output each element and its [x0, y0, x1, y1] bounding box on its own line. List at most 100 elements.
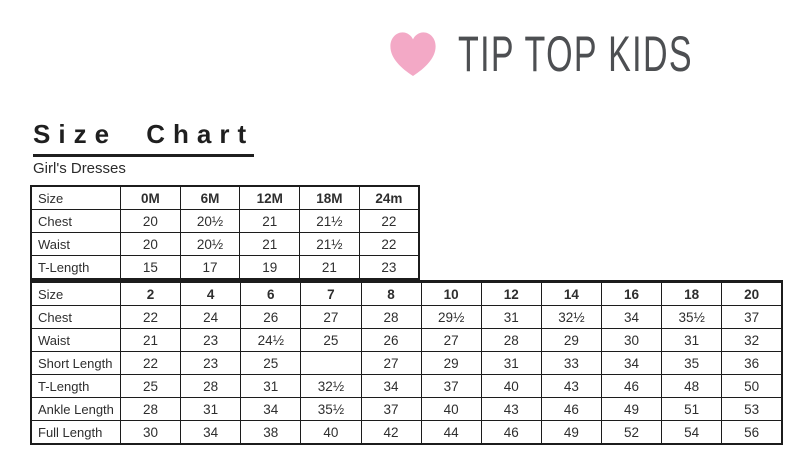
size-column-header: 6M	[179, 185, 241, 210]
table-row: Waist 20 20½ 21 21½ 22	[30, 232, 420, 256]
measurement-cell: 21	[239, 232, 301, 256]
measurement-row-label: Chest	[30, 305, 121, 329]
measurement-cell: 38	[240, 420, 302, 445]
measurement-cell: 34	[600, 351, 663, 375]
measurement-row-label: T-Length	[30, 255, 121, 280]
measurement-cell: 30	[119, 420, 182, 445]
measurement-row-label: T-Length	[30, 374, 121, 398]
measurement-cell: 43	[540, 374, 603, 398]
measurement-cell: 27	[360, 351, 422, 375]
measurement-cell: 22	[119, 305, 182, 329]
table-caption: Girl's Dresses	[33, 160, 126, 177]
size-column-header: 14	[540, 281, 603, 306]
measurement-cell: 40	[300, 420, 362, 445]
measurement-cell: 34	[240, 397, 302, 421]
measurement-cell: 31	[480, 305, 542, 329]
size-header-row: Size 0M 6M 12M 18M 24m	[30, 185, 420, 210]
measurement-cell: 49	[540, 420, 603, 445]
baby-size-table: Size 0M 6M 12M 18M 24m Chest 20 20½ 21 21½ 22 Waist 2…	[30, 185, 420, 280]
measurement-row-label: Ankle Length	[30, 397, 121, 421]
measurement-cell: 28	[480, 328, 542, 352]
measurement-cell: 28	[180, 374, 242, 398]
measurement-cell: 56	[721, 420, 783, 445]
measurement-cell: 40	[420, 397, 482, 421]
measurement-cell: 50	[721, 374, 783, 398]
measurement-cell: 37	[420, 374, 482, 398]
measurement-cell: 20½	[179, 232, 241, 256]
measurement-cell: 46	[480, 420, 542, 445]
measurement-cell: 34	[360, 374, 422, 398]
measurement-cell: 23	[180, 328, 242, 352]
measurement-cell	[300, 351, 362, 375]
size-column-header: 4	[180, 281, 242, 306]
measurement-cell: 25	[240, 351, 302, 375]
measurement-cell: 24½	[240, 328, 302, 352]
measurement-row-label: Short Length	[30, 351, 121, 375]
measurement-cell: 44	[420, 420, 482, 445]
measurement-cell: 20	[120, 232, 181, 256]
size-column-header: 8	[360, 281, 422, 306]
measurement-cell: 31	[180, 397, 242, 421]
size-header-row: Size 2 4 6 7 8 10 12 14 16 18 20	[30, 281, 783, 306]
table-row: T-Length 25 28 31 32½ 34 37 40 43 46 48 50	[30, 374, 783, 398]
measurement-cell: 22	[358, 209, 420, 233]
size-column-header: 12M	[239, 185, 301, 210]
measurement-cell: 27	[300, 305, 362, 329]
size-column-header: 20	[721, 281, 783, 306]
measurement-cell: 34	[600, 305, 663, 329]
measurement-cell: 26	[360, 328, 422, 352]
measurement-cell: 28	[119, 397, 182, 421]
measurement-cell: 25	[300, 328, 362, 352]
measurement-cell: 48	[661, 374, 723, 398]
measurement-cell: 33	[540, 351, 603, 375]
measurement-cell: 29½	[420, 305, 482, 329]
measurement-row-label: Full Length	[30, 420, 121, 445]
measurement-cell: 21½	[299, 232, 360, 256]
measurement-cell: 28	[360, 305, 422, 329]
table-row: Full Length 30 34 38 40 42 44 46 49 52 54 56	[30, 420, 783, 445]
measurement-cell: 17	[179, 255, 241, 280]
measurement-cell: 21	[119, 328, 182, 352]
size-column-header: 2	[119, 281, 182, 306]
measurement-cell: 19	[239, 255, 301, 280]
brand-name: TIP TOP KIDS	[458, 26, 693, 82]
measurement-cell: 22	[358, 232, 420, 256]
measurement-cell: 21	[299, 255, 360, 280]
page-title: Size Chart	[33, 119, 255, 157]
measurement-cell: 29	[420, 351, 482, 375]
heart-icon	[390, 32, 436, 76]
size-column-header: 12	[480, 281, 542, 306]
size-column-header: 6	[240, 281, 302, 306]
measurement-cell: 52	[600, 420, 663, 445]
size-column-header: 7	[300, 281, 362, 306]
measurement-row-label: Waist	[30, 328, 121, 352]
measurement-cell: 21½	[299, 209, 360, 233]
measurement-row-label: Chest	[30, 209, 121, 233]
measurement-cell: 36	[721, 351, 783, 375]
brand-logo: TIP TOP KIDS	[386, 26, 789, 82]
size-column-header: 0M	[120, 185, 181, 210]
table-row: Chest 22 24 26 27 28 29½ 31 32½ 34 35½ 37	[30, 305, 783, 329]
measurement-cell: 30	[600, 328, 663, 352]
measurement-cell: 46	[600, 374, 663, 398]
table-row: Chest 20 20½ 21 21½ 22	[30, 209, 420, 233]
measurement-cell: 42	[360, 420, 422, 445]
measurement-cell: 20	[120, 209, 181, 233]
measurement-cell: 31	[661, 328, 723, 352]
measurement-cell: 32	[721, 328, 783, 352]
size-column-header: 18M	[299, 185, 360, 210]
measurement-cell: 25	[119, 374, 182, 398]
table-row: T-Length 15 17 19 21 23	[30, 255, 420, 280]
measurement-cell: 35	[661, 351, 723, 375]
measurement-cell: 31	[480, 351, 542, 375]
table-row: Short Length 22 23 25 27 29 31 33 34 35 36	[30, 351, 783, 375]
measurement-cell: 23	[358, 255, 420, 280]
measurement-cell: 34	[180, 420, 242, 445]
size-column-header: 24m	[358, 185, 420, 210]
measurement-cell: 53	[721, 397, 783, 421]
measurement-cell: 32½	[300, 374, 362, 398]
measurement-cell: 40	[480, 374, 542, 398]
measurement-cell: 31	[240, 374, 302, 398]
measurement-cell: 35½	[661, 305, 723, 329]
size-column-header: 16	[600, 281, 663, 306]
